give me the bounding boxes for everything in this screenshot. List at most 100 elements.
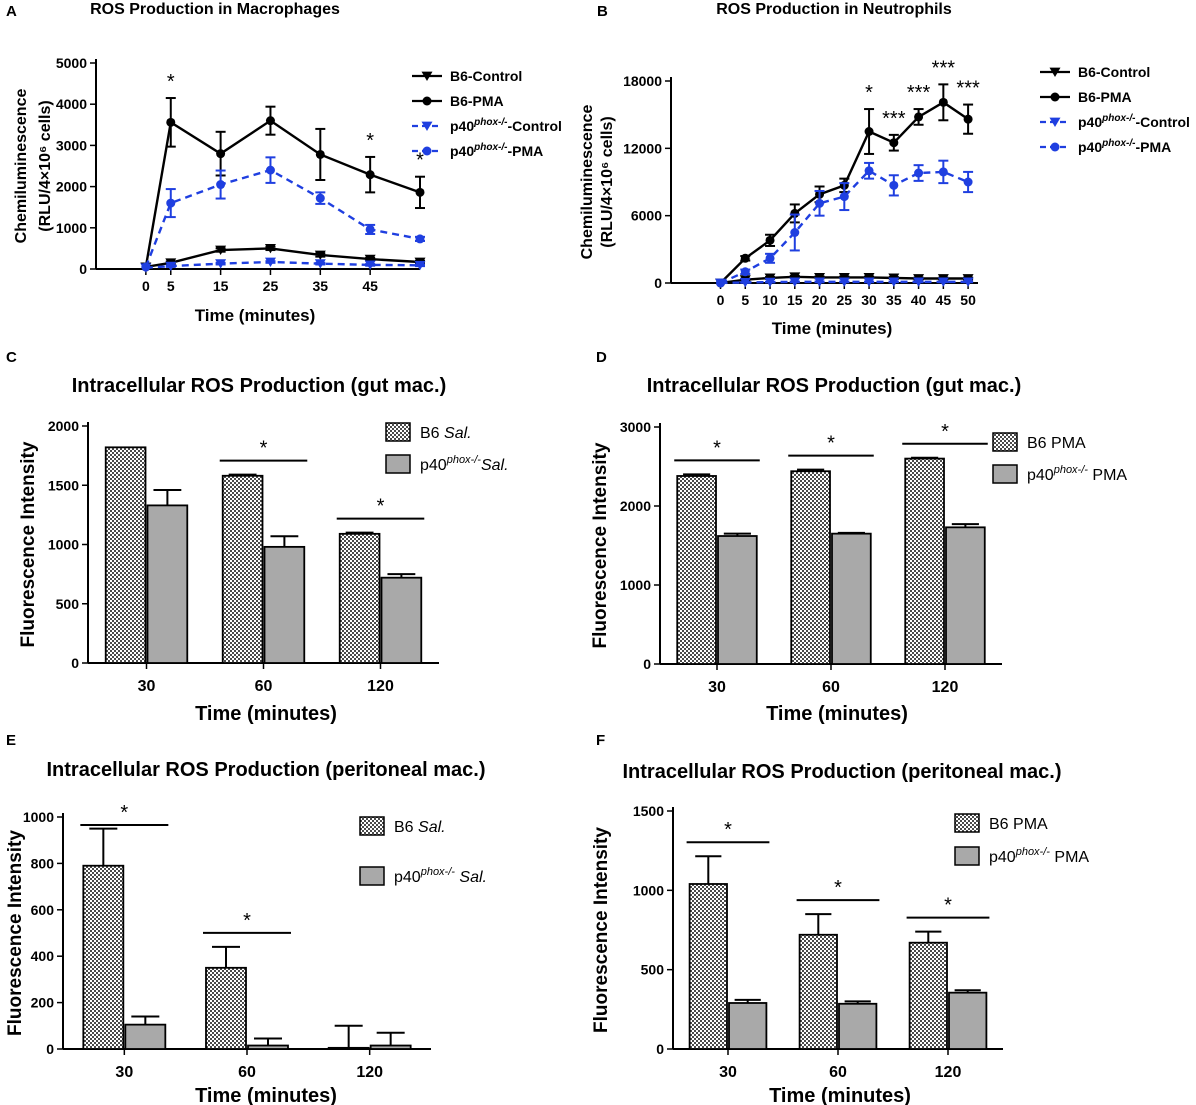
- x-tick-label: 30: [138, 678, 156, 695]
- significance-marker: *: [865, 82, 873, 104]
- legend-label-text: B6-PMA: [1078, 89, 1132, 105]
- y-axis-title: Fluorescence Intensity: [591, 827, 612, 1033]
- y-tick-label: 400: [31, 948, 55, 964]
- significance-marker: *: [377, 496, 385, 518]
- data-point: [215, 245, 227, 255]
- significance-marker: *: [834, 877, 842, 899]
- bar-gray: [369, 1044, 412, 1050]
- y-tick-label: 1000: [620, 577, 651, 593]
- y-tick-label: 0: [654, 275, 662, 291]
- legend-label-suffix: -PMA: [507, 143, 543, 159]
- legend-label: B6-PMA: [1078, 89, 1132, 105]
- x-axis-title: Time (minutes): [772, 319, 893, 338]
- significance-marker: *: [944, 895, 952, 917]
- data-point: [716, 278, 726, 288]
- y-axis-title-line2: (RLU/4×10⁶ cells): [37, 100, 54, 231]
- data-point: [765, 235, 775, 245]
- legend-label-superscript: phox-/-: [1015, 846, 1051, 858]
- x-tick-label: 15: [787, 292, 803, 308]
- data-point: [913, 277, 925, 287]
- legend-label-text: B6 PMA: [989, 816, 1048, 833]
- data-point: [889, 180, 899, 190]
- bar-checker: [82, 864, 125, 1050]
- significance-marker: ***: [956, 78, 980, 100]
- bar-checker: [908, 941, 948, 1050]
- bar-checker: [327, 1046, 370, 1050]
- x-tick-label: 35: [886, 292, 902, 308]
- legend-swatch: [954, 813, 980, 833]
- x-tick-label: 20: [812, 292, 828, 308]
- bar-gray: [728, 1002, 768, 1050]
- y-tick-label: 5000: [56, 55, 87, 71]
- significance-marker: *: [713, 437, 721, 459]
- data-point: [264, 244, 276, 254]
- legend-marker: [1049, 117, 1061, 127]
- legend-label-suffix: PMA: [1050, 849, 1089, 866]
- y-tick-label: 600: [31, 902, 55, 918]
- legend-label-text: p40: [1078, 139, 1102, 155]
- y-tick-label: 2000: [56, 179, 87, 195]
- legend-label-text: p40: [1078, 114, 1102, 130]
- bar-gray: [945, 526, 986, 665]
- panel-e: E Intracellular ROS Production (peritonea…: [5, 732, 487, 1105]
- bar-checker: [688, 883, 728, 1050]
- x-tick-label: 10: [762, 292, 778, 308]
- bar-checker: [221, 474, 264, 664]
- legend-label: B6 Sal.: [420, 425, 472, 442]
- y-tick-label: 800: [31, 855, 55, 871]
- legend-label-superscript: phox-/-: [446, 454, 482, 466]
- legend-label: B6 PMA: [1027, 435, 1086, 452]
- legend-label-text: p40: [450, 143, 474, 159]
- data-point: [166, 117, 176, 127]
- data-point: [838, 277, 850, 287]
- y-tick-label: 1000: [56, 220, 87, 236]
- legend-label: p40phox-/--Control: [450, 117, 562, 134]
- panel-b: B ROS Production in Neutrophils Time (minu…: [579, 1, 1190, 338]
- legend-label-italic: Sal.: [418, 819, 446, 836]
- significance-marker: ***: [932, 57, 956, 79]
- data-point: [264, 257, 276, 267]
- bar-checker: [205, 966, 247, 1050]
- significance-marker: *: [120, 802, 128, 824]
- y-axis-title-line1: Chemiluminescence: [13, 89, 30, 244]
- data-point: [364, 260, 376, 270]
- data-point: [415, 234, 425, 244]
- legend-label: p40phox-/--PMA: [1078, 138, 1171, 155]
- data-point: [864, 127, 874, 136]
- data-point: [141, 262, 151, 272]
- y-tick-label: 3000: [56, 137, 87, 153]
- legend-label: p40phox-/--Control: [1078, 113, 1190, 130]
- legend-label-text: p40: [1027, 467, 1054, 484]
- y-tick-label: 2000: [620, 498, 651, 514]
- data-point: [215, 259, 227, 269]
- panel-d: D Intracellular ROS Production (gut mac.)…: [590, 349, 1127, 725]
- x-tick-label: 60: [238, 1064, 256, 1081]
- x-tick-label: 45: [362, 278, 378, 294]
- bar-checker: [104, 446, 147, 664]
- legend-swatch: [359, 816, 385, 836]
- y-axis-title-line1: Chemiluminescence: [579, 105, 596, 260]
- y-tick-label: 500: [641, 962, 665, 978]
- legend-label-superscript: phox-/-: [1101, 138, 1136, 149]
- data-point: [938, 167, 948, 177]
- bar-gray: [124, 1023, 167, 1050]
- significance-marker: *: [167, 71, 175, 93]
- legend-label-text: p40: [989, 849, 1016, 866]
- legend-label: p40phox-/--PMA: [450, 142, 543, 159]
- x-tick-label: 120: [932, 679, 959, 696]
- x-axis-title: Time (minutes): [195, 306, 316, 325]
- x-tick-label: 120: [356, 1064, 383, 1081]
- bar-gray: [831, 532, 872, 665]
- legend-label: B6 Sal.: [394, 819, 446, 836]
- panel-c: C Intracellular ROS Production (gut mac.)…: [6, 349, 509, 725]
- legend-label-text: p40: [394, 869, 421, 886]
- legend-marker: [1049, 67, 1061, 77]
- x-tick-label: 30: [708, 679, 726, 696]
- chart-title: ROS Production in Macrophages: [90, 1, 340, 18]
- x-tick-label: 30: [861, 292, 877, 308]
- series-0: [140, 244, 426, 272]
- significance-marker: ***: [882, 108, 906, 130]
- data-point: [764, 277, 776, 288]
- y-tick-label: 6000: [631, 208, 662, 224]
